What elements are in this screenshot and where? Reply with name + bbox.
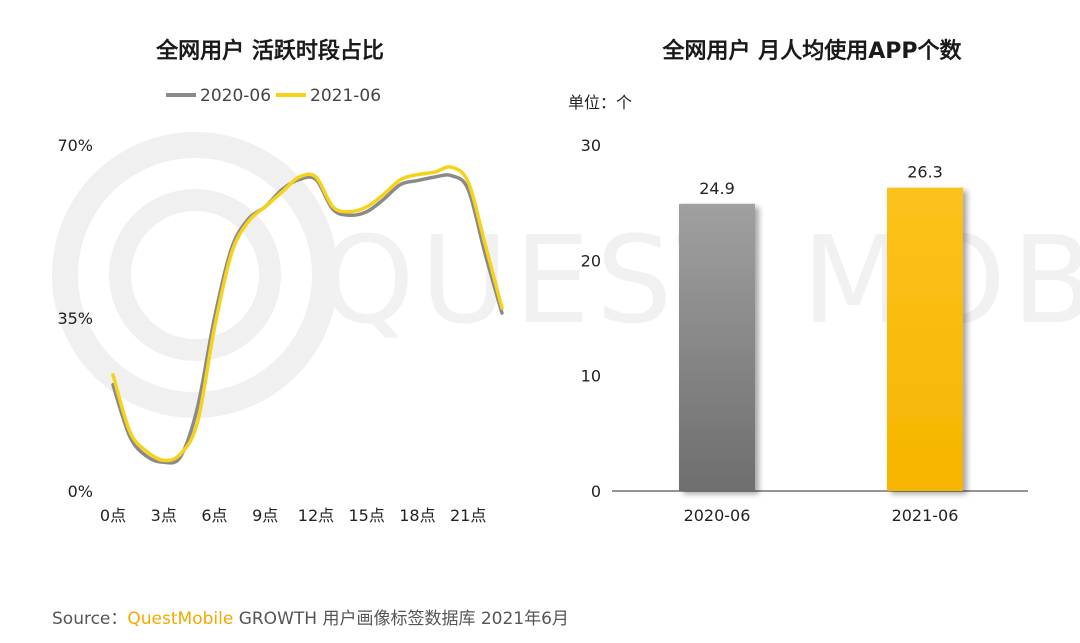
line-x-tick-label: 12点	[298, 506, 334, 525]
bar-y-tick-label: 0	[591, 482, 601, 501]
bar-chart-bars: 24.9 2020-06 26.3 2021-06	[679, 163, 963, 525]
source-suffix: GROWTH 用户画像标签数据库 2021年6月	[233, 609, 569, 629]
line-chart: 全网用户 活跃时段占比 2020-06 2021-06 0% 35% 70% 0点 3点…	[57, 38, 504, 525]
bar-chart-unit-label: 单位：个	[568, 93, 632, 112]
source-brand: QuestMobile	[127, 609, 234, 629]
line-x-tick-label: 3点	[151, 506, 177, 525]
source-prefix: Source：	[52, 609, 128, 629]
line-chart-series	[111, 165, 504, 465]
line-x-tick-label: 0点	[100, 506, 126, 525]
bar-chart-y-ticks: 0 10 20 30	[581, 136, 601, 501]
line-chart-x-ticks: 0点 3点 6点 9点 12点 15点 18点 21点	[100, 506, 486, 525]
legend-label-2021-06: 2021-06	[310, 86, 381, 106]
bar-y-tick-label: 20	[581, 251, 601, 270]
line-x-tick-label: 6点	[201, 506, 227, 525]
line-y-tick-label: 70%	[57, 136, 93, 155]
line-y-tick-label: 35%	[57, 309, 93, 328]
bar-y-tick-label: 10	[581, 367, 601, 386]
line-y-tick-label: 0%	[68, 482, 93, 501]
source-footer: Source：QuestMobile GROWTH 用户画像标签数据库 2021…	[52, 604, 569, 629]
line-chart-y-ticks: 0% 35% 70%	[57, 136, 93, 501]
line-chart-legend: 2020-06 2021-06	[166, 86, 381, 106]
line-series-2021-06	[111, 165, 504, 463]
bar-x-tick-label-2020-06: 2020-06	[684, 506, 751, 525]
bar-2020-06	[679, 203, 755, 491]
line-x-tick-label: 21点	[450, 506, 486, 525]
bar-x-tick-label-2021-06: 2021-06	[892, 506, 959, 525]
bar-chart: 全网用户 月人均使用APP个数 单位：个 0 10 20 30 24.9 2020-06…	[568, 38, 1028, 525]
legend-label-2020-06: 2020-06	[200, 86, 271, 106]
line-x-tick-label: 18点	[399, 506, 435, 525]
bar-y-tick-label: 30	[581, 136, 601, 155]
bar-value-label-2021-06: 26.3	[907, 163, 943, 182]
bar-2021-06	[887, 187, 963, 491]
bar-chart-title: 全网用户 月人均使用APP个数	[662, 38, 963, 64]
line-chart-title: 全网用户 活跃时段占比	[155, 38, 384, 64]
line-x-tick-label: 9点	[252, 506, 278, 525]
line-x-tick-label: 15点	[349, 506, 385, 525]
bar-value-label-2020-06: 24.9	[699, 179, 735, 198]
